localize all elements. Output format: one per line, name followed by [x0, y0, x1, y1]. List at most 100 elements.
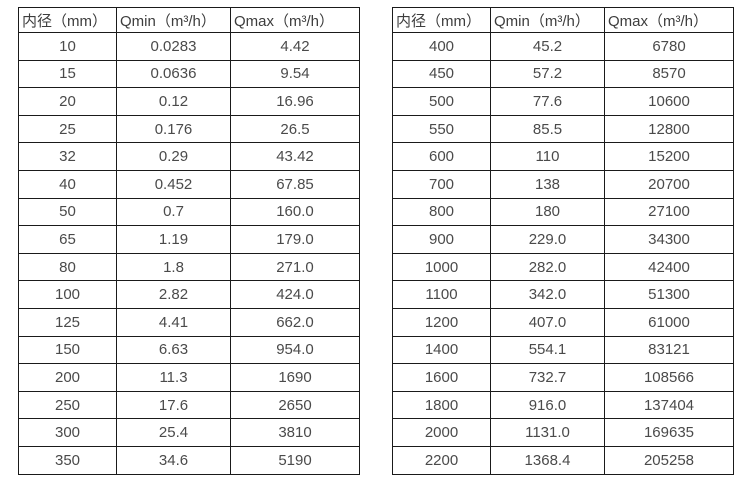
qmin-cell: 732.7 — [490, 363, 605, 392]
table-row: 100 2.82 424.0 — [18, 280, 360, 309]
qmin-cell: 110 — [490, 142, 605, 171]
table-row: 65 1.19 179.0 — [18, 225, 360, 254]
diameter-cell: 2000 — [392, 418, 491, 447]
qmax-cell: 8570 — [604, 59, 734, 89]
qmax-cell: 271.0 — [230, 252, 360, 282]
table-row: 10 0.0283 4.42 — [18, 32, 360, 61]
qmax-cell: 6780 — [604, 32, 734, 61]
diameter-cell: 100 — [18, 280, 117, 309]
diameter-cell: 300 — [18, 418, 117, 447]
qmax-cell: 954.0 — [230, 335, 360, 365]
table-row: 1800 916.0 137404 — [392, 390, 734, 420]
table-row: 80 1.8 271.0 — [18, 252, 360, 282]
table-row: 150 6.63 954.0 — [18, 335, 360, 365]
diameter-cell: 450 — [392, 59, 491, 89]
qmin-cell: 85.5 — [490, 114, 605, 144]
qmin-cell: 916.0 — [490, 390, 605, 420]
qmax-cell: 424.0 — [230, 280, 360, 309]
diameter-cell: 350 — [18, 445, 117, 475]
diameter-cell: 125 — [18, 307, 117, 337]
table-row: 2000 1131.0 169635 — [392, 418, 734, 447]
table-row: 700 138 20700 — [392, 169, 734, 199]
column-header: Qmin（m³/h） — [116, 7, 231, 33]
diameter-cell: 65 — [18, 225, 117, 254]
qmax-cell: 160.0 — [230, 197, 360, 227]
table-row: 1200 407.0 61000 — [392, 307, 734, 337]
diameter-cell: 500 — [392, 87, 491, 116]
qmin-cell: 11.3 — [116, 363, 231, 392]
qmin-cell: 407.0 — [490, 307, 605, 337]
qmin-cell: 34.6 — [116, 445, 231, 475]
diameter-cell: 80 — [18, 252, 117, 282]
diameter-cell: 700 — [392, 169, 491, 199]
qmax-cell: 15200 — [604, 142, 734, 171]
qmin-cell: 0.452 — [116, 169, 231, 199]
qmax-cell: 2650 — [230, 390, 360, 420]
table-row: 550 85.5 12800 — [392, 114, 734, 144]
qmax-cell: 137404 — [604, 390, 734, 420]
qmin-cell: 0.29 — [116, 142, 231, 171]
diameter-cell: 10 — [18, 32, 117, 61]
qmax-cell: 10600 — [604, 87, 734, 116]
table-row: 250 17.6 2650 — [18, 390, 360, 420]
column-header: Qmax（m³/h） — [604, 7, 734, 33]
qmax-cell: 83121 — [604, 335, 734, 365]
qmin-cell: 57.2 — [490, 59, 605, 89]
qmin-cell: 0.12 — [116, 87, 231, 116]
qmin-cell: 0.0283 — [116, 32, 231, 61]
table-row: 800 180 27100 — [392, 197, 734, 227]
table-row: 2200 1368.4 205258 — [392, 445, 734, 475]
column-header: Qmax（m³/h） — [230, 7, 360, 33]
qmin-cell: 4.41 — [116, 307, 231, 337]
diameter-cell: 400 — [392, 32, 491, 61]
diameter-cell: 20 — [18, 87, 117, 116]
qmin-cell: 1368.4 — [490, 445, 605, 475]
qmax-cell: 20700 — [604, 169, 734, 199]
table-row: 20 0.12 16.96 — [18, 87, 360, 116]
qmin-cell: 229.0 — [490, 225, 605, 254]
qmin-cell: 342.0 — [490, 280, 605, 309]
table-row: 200 11.3 1690 — [18, 363, 360, 392]
qmin-cell: 1.19 — [116, 225, 231, 254]
qmax-cell: 4.42 — [230, 32, 360, 61]
diameter-cell: 1600 — [392, 363, 491, 392]
qmin-cell: 138 — [490, 169, 605, 199]
qmax-cell: 43.42 — [230, 142, 360, 171]
qmin-cell: 25.4 — [116, 418, 231, 447]
table-row: 900 229.0 34300 — [392, 225, 734, 254]
qmax-cell: 51300 — [604, 280, 734, 309]
flow-range-table-dn400-2200: 内径（mm） Qmin（m³/h） Qmax（m³/h） 400 45.2 6780 45… — [392, 7, 734, 475]
diameter-cell: 200 — [18, 363, 117, 392]
table-row: 125 4.41 662.0 — [18, 307, 360, 337]
diameter-cell: 25 — [18, 114, 117, 144]
column-header: 内径（mm） — [18, 7, 117, 33]
table-row: 400 45.2 6780 — [392, 32, 734, 61]
table-row: 300 25.4 3810 — [18, 418, 360, 447]
column-header: Qmin（m³/h） — [490, 7, 605, 33]
table-row: 1000 282.0 42400 — [392, 252, 734, 282]
qmin-cell: 1.8 — [116, 252, 231, 282]
table-row: 1600 732.7 108566 — [392, 363, 734, 392]
table-row: 40 0.452 67.85 — [18, 169, 360, 199]
qmin-cell: 0.0636 — [116, 59, 231, 89]
qmax-cell: 9.54 — [230, 59, 360, 89]
diameter-cell: 250 — [18, 390, 117, 420]
qmax-cell: 205258 — [604, 445, 734, 475]
table-row: 350 34.6 5190 — [18, 445, 360, 475]
table-row: 600 110 15200 — [392, 142, 734, 171]
table-row: 500 77.6 10600 — [392, 87, 734, 116]
qmax-cell: 179.0 — [230, 225, 360, 254]
qmax-cell: 5190 — [230, 445, 360, 475]
table-row: 1100 342.0 51300 — [392, 280, 734, 309]
qmax-cell: 12800 — [604, 114, 734, 144]
table-row: 1400 554.1 83121 — [392, 335, 734, 365]
qmax-cell: 26.5 — [230, 114, 360, 144]
qmin-cell: 0.7 — [116, 197, 231, 227]
diameter-cell: 32 — [18, 142, 117, 171]
table-row: 50 0.7 160.0 — [18, 197, 360, 227]
diameter-cell: 1100 — [392, 280, 491, 309]
qmin-cell: 6.63 — [116, 335, 231, 365]
qmax-cell: 662.0 — [230, 307, 360, 337]
qmax-cell: 61000 — [604, 307, 734, 337]
